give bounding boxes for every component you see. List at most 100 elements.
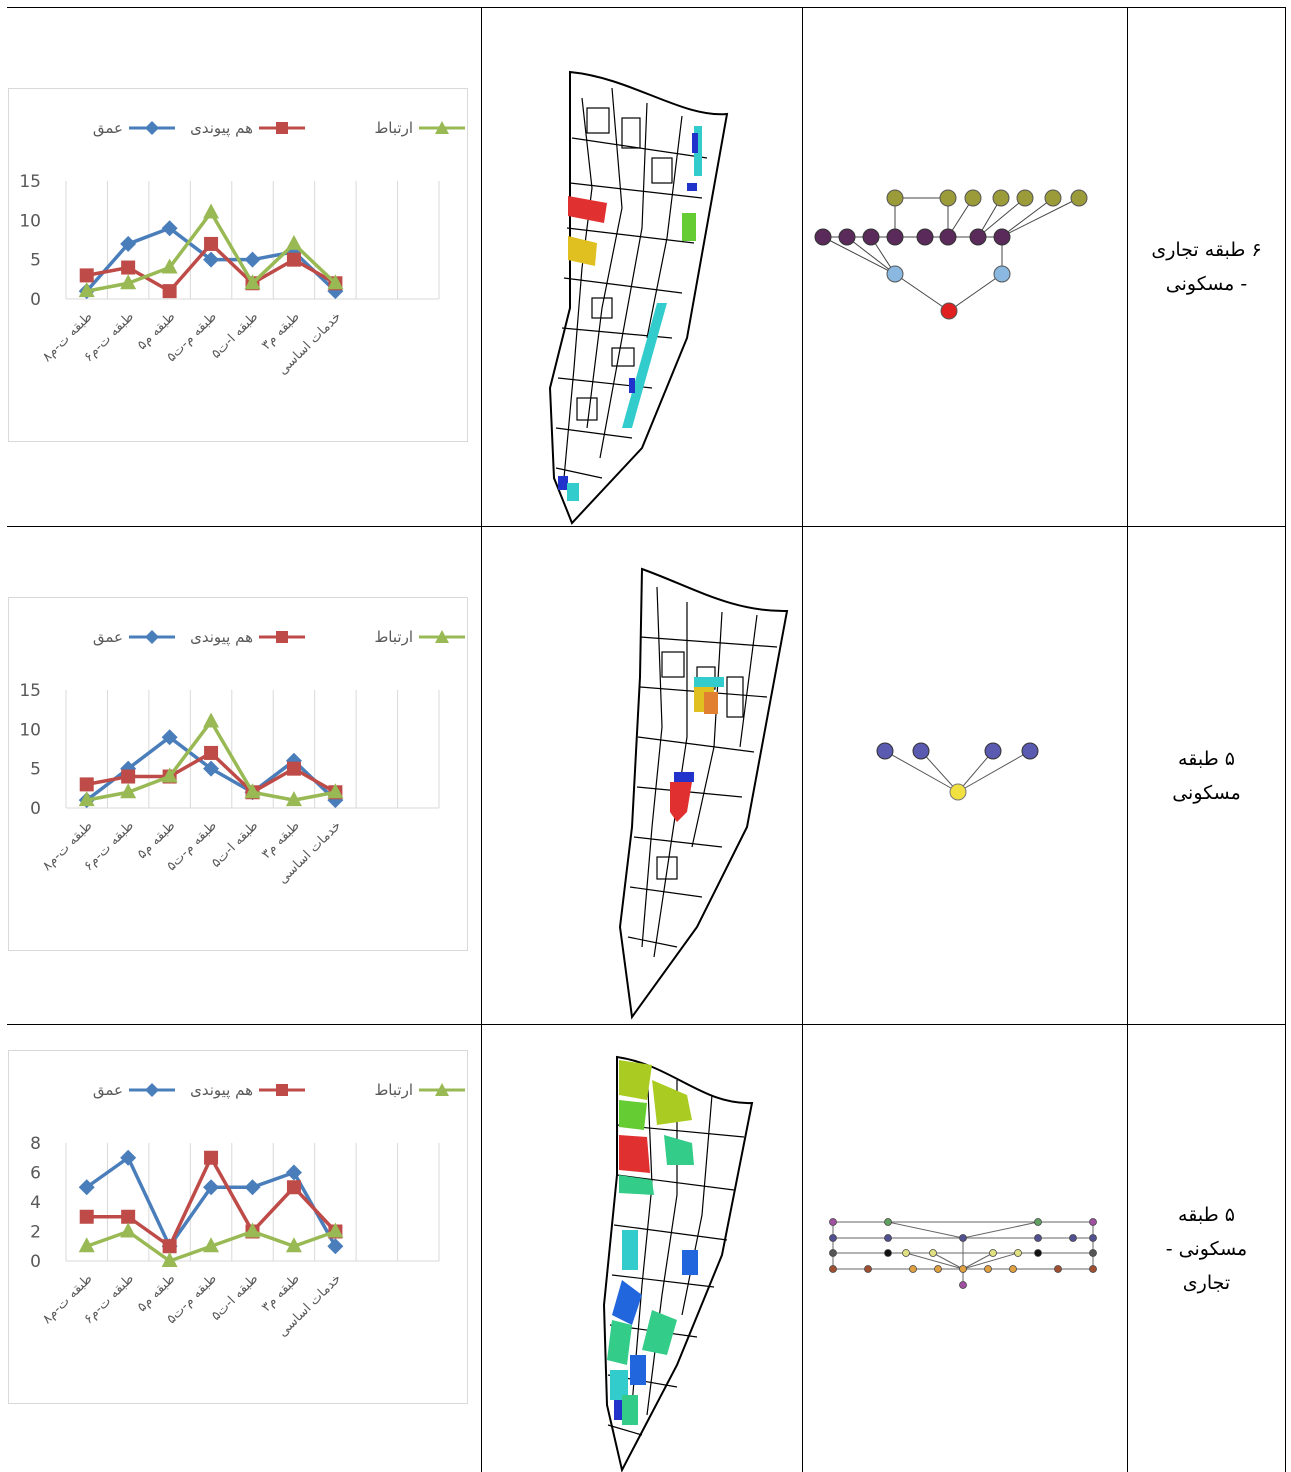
data-point	[120, 1149, 137, 1166]
row-label-cell: ۵ طبقه مسکونی	[1128, 527, 1285, 1024]
line-chart: ارتباط هم پیوندی عمق 15 10 5 0 ۸طبقه ت-م ۶طبقه ت…	[8, 88, 468, 442]
row-label: ۵ طبقه مسکونی - تجاری	[1166, 1198, 1247, 1300]
data-point	[161, 1252, 178, 1267]
legend-label: هم پیوندی	[190, 1081, 253, 1100]
urban-map-image	[482, 8, 802, 526]
legend-marker	[276, 122, 288, 134]
line-chart: ارتباط هم پیوندی عمق 15 10 5 0 ۸طبقه ت-م ۶طبقه ت…	[8, 597, 468, 951]
data-point	[162, 284, 177, 299]
data-point	[121, 260, 136, 275]
table-column-divider	[1127, 7, 1128, 1472]
graph-diagram	[803, 527, 1127, 1024]
legend-label: ارتباط	[374, 1081, 413, 1099]
row-label-cell: ۵ طبقه مسکونی - تجاری	[1128, 1025, 1285, 1472]
graph-diagram	[803, 1025, 1127, 1472]
y-tick-label: 6	[30, 1164, 41, 1184]
data-point	[244, 251, 261, 268]
line-chart: ارتباط هم پیوندی عمق 8 6 4 2 0 ۸طبقه ت-م ۶طبقه ت-…	[8, 1050, 468, 1404]
data-point	[120, 1222, 137, 1238]
data-point	[327, 792, 344, 809]
y-tick-label: 0	[30, 799, 41, 819]
data-point	[78, 282, 95, 298]
row-label-cell: ۶ طبقه تجاری - مسکونی	[1128, 8, 1285, 526]
data-point	[244, 783, 261, 799]
data-point	[162, 1239, 177, 1254]
data-point	[285, 234, 302, 250]
data-point	[286, 252, 301, 267]
table-row-divider	[7, 1024, 1286, 1025]
urban-map-image	[482, 1025, 802, 1472]
data-point	[120, 783, 137, 799]
table-column-divider	[802, 7, 803, 1472]
row-label-line: ۵ طبقه	[1178, 1203, 1235, 1226]
table-column-divider	[481, 7, 482, 1472]
y-tick-label: 0	[30, 1252, 41, 1272]
y-tick-label: 5	[30, 251, 41, 271]
row-label-line: ۵ طبقه	[1178, 747, 1235, 770]
urban-map-image	[482, 527, 802, 1024]
legend-marker	[435, 121, 449, 134]
data-point	[327, 274, 344, 290]
data-point	[203, 1237, 220, 1253]
y-tick-label: 10	[19, 720, 41, 740]
legend-label: عمق	[93, 1081, 123, 1099]
y-tick-label: 2	[30, 1223, 41, 1243]
data-point	[120, 235, 137, 252]
legend-marker	[276, 631, 288, 643]
legend-marker	[145, 630, 159, 644]
data-point	[161, 767, 178, 783]
table-row-divider	[7, 526, 1286, 527]
legend-marker	[145, 1083, 159, 1097]
legend-marker	[435, 1083, 449, 1096]
y-tick-label: 10	[19, 211, 41, 231]
data-point	[120, 274, 137, 290]
row-label-line: ۶ طبقه تجاری	[1151, 239, 1262, 261]
row-label-line: تجاری	[1182, 1271, 1231, 1294]
y-tick-label: 0	[30, 290, 41, 310]
legend-label: هم پیوندی	[190, 628, 253, 647]
data-point	[78, 1237, 95, 1253]
legend-label: ارتباط	[374, 119, 413, 137]
legend-marker	[435, 630, 449, 643]
y-tick-label: 4	[30, 1193, 41, 1213]
data-point	[203, 203, 220, 219]
data-point	[204, 745, 219, 760]
data-point	[161, 729, 178, 746]
data-point	[327, 1238, 344, 1255]
row-label-line: - مسکونی	[1165, 273, 1248, 295]
data-point	[203, 251, 220, 268]
data-point	[203, 1179, 220, 1196]
y-tick-label: 8	[30, 1134, 41, 1154]
legend-marker	[276, 1084, 288, 1096]
legend-label: عمق	[93, 119, 123, 137]
data-point	[161, 220, 178, 237]
data-point	[79, 1209, 94, 1224]
table-border-top	[7, 7, 1286, 8]
legend-label: ارتباط	[374, 628, 413, 646]
data-point	[204, 236, 219, 251]
data-point	[285, 1237, 302, 1253]
data-point	[203, 760, 220, 777]
data-point	[78, 1179, 95, 1196]
data-point	[79, 777, 94, 792]
data-point	[285, 1164, 302, 1181]
data-point	[204, 1150, 219, 1165]
legend-label: عمق	[93, 628, 123, 646]
data-point	[244, 274, 261, 290]
data-point	[161, 258, 178, 274]
data-point	[286, 761, 301, 776]
data-point	[203, 712, 220, 728]
data-point	[244, 1179, 261, 1196]
row-label-line: مسکونی	[1172, 781, 1241, 804]
table-border-right	[1285, 7, 1286, 1472]
legend-marker	[145, 121, 159, 135]
y-tick-label: 15	[19, 172, 41, 192]
y-tick-label: 15	[19, 681, 41, 701]
graph-diagram	[803, 8, 1127, 526]
data-point	[327, 1222, 344, 1238]
data-point	[285, 791, 302, 807]
y-tick-label: 5	[30, 760, 41, 780]
data-point	[79, 268, 94, 283]
data-point	[327, 783, 344, 799]
row-label: ۵ طبقه مسکونی	[1172, 742, 1241, 810]
